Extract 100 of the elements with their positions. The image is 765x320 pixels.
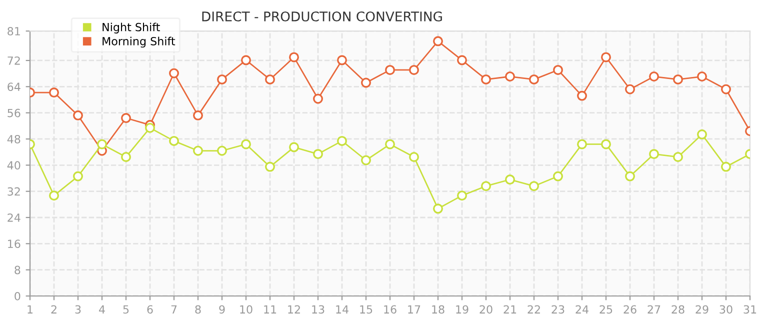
point (457, 55, 467, 66)
point (625, 84, 635, 94)
point (529, 181, 539, 192)
point (697, 72, 707, 82)
point (409, 64, 419, 75)
point (241, 139, 251, 150)
legend-label: Morning Shift (102, 36, 176, 48)
point (673, 152, 683, 162)
x-tick-label: 23 (552, 305, 564, 314)
point (73, 110, 83, 120)
point (73, 171, 83, 182)
point (313, 149, 323, 160)
point (529, 74, 539, 84)
point (121, 113, 131, 124)
x-tick-label: 31 (744, 305, 756, 314)
x-tick-label: 4 (99, 305, 105, 314)
point (193, 146, 203, 156)
point (313, 94, 323, 104)
y-tick-label: 8 (14, 266, 20, 274)
x-tick-label: 11 (264, 305, 276, 314)
point (361, 78, 371, 88)
point (625, 171, 635, 182)
point (121, 152, 131, 162)
y-tick-label: 56 (8, 108, 20, 118)
point (361, 155, 371, 166)
point (169, 136, 179, 146)
point (385, 139, 395, 150)
x-tick-label: 18 (432, 305, 444, 314)
y-tick-label: 72 (8, 56, 20, 65)
x-tick-label: 27 (648, 305, 660, 314)
x-tick-label: 28 (672, 305, 684, 314)
point (145, 122, 155, 133)
point (481, 74, 491, 84)
point (49, 190, 59, 201)
y-tick-label: 0 (14, 292, 20, 300)
y-tick-label: 32 (8, 187, 20, 196)
point (433, 36, 443, 46)
x-tick-label: 30 (720, 305, 732, 314)
point (217, 74, 227, 84)
point (433, 204, 443, 214)
point (265, 162, 275, 172)
x-tick-label: 2 (51, 305, 56, 314)
point (241, 55, 251, 66)
point (601, 139, 611, 150)
point (553, 64, 563, 75)
point (265, 74, 275, 84)
point (721, 84, 731, 94)
point (649, 149, 659, 160)
x-tick-label: 22 (528, 305, 540, 314)
point (337, 136, 347, 146)
point (193, 110, 203, 120)
point (385, 64, 395, 75)
x-tick-label: 6 (147, 305, 153, 314)
legend-label: Night Shift (102, 22, 160, 34)
point (553, 171, 563, 182)
point (337, 55, 347, 66)
x-tick-label: 25 (600, 305, 612, 314)
x-tick-label: 9 (219, 305, 225, 314)
x-tick-label: 8 (195, 305, 201, 314)
point (721, 162, 731, 172)
x-tick-label: 17 (408, 305, 420, 314)
y-tick-label: 24 (8, 213, 20, 222)
point (673, 74, 683, 84)
point (97, 139, 107, 150)
x-tick-label: 7 (171, 305, 177, 314)
x-tick-label: 16 (384, 305, 396, 314)
point (49, 88, 59, 98)
point (649, 72, 659, 82)
point (505, 72, 515, 82)
point (289, 52, 299, 62)
chart-title: DIRECT - PRODUCTION CONVERTING (202, 11, 442, 22)
point (481, 181, 491, 192)
y-tick-label: 16 (8, 240, 20, 248)
x-tick-label: 5 (123, 305, 129, 314)
point (169, 68, 179, 78)
x-tick-label: 13 (312, 305, 324, 314)
x-tick-label: 20 (480, 305, 492, 314)
x-tick-label: 1 (28, 305, 33, 314)
y-tick-label: 40 (7, 161, 20, 170)
x-tick-label: 14 (336, 305, 348, 314)
point (601, 52, 611, 62)
point (577, 90, 587, 101)
point (457, 190, 467, 201)
x-tick-label: 29 (696, 305, 708, 314)
point (577, 139, 587, 150)
x-tick-label: 10 (240, 305, 252, 314)
point (409, 152, 419, 162)
x-tick-label: 19 (456, 305, 468, 314)
x-tick-label: 24 (576, 305, 588, 314)
x-tick-label: 3 (75, 305, 81, 314)
y-tick-label: 48 (7, 134, 20, 144)
point (505, 174, 515, 185)
point (217, 146, 227, 156)
point (697, 129, 707, 140)
y-tick-label: 64 (8, 82, 20, 92)
x-tick-label: 15 (360, 305, 372, 314)
y-tick-label: 81 (8, 27, 20, 36)
x-tick-label: 26 (624, 305, 636, 314)
x-tick-label: 12 (288, 305, 300, 314)
point (289, 142, 299, 152)
